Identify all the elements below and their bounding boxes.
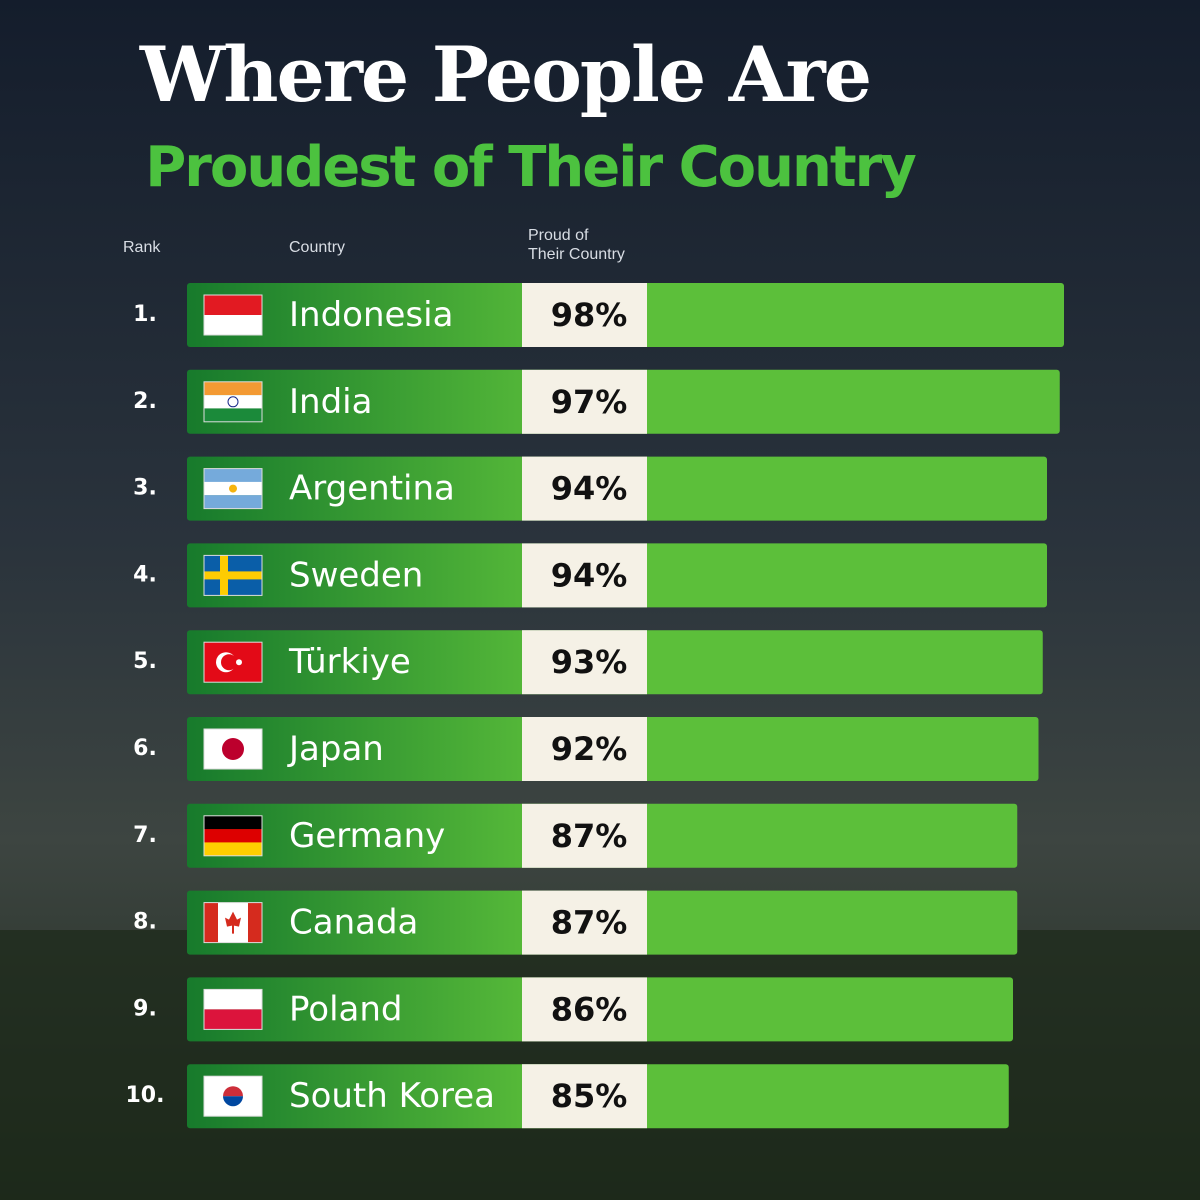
value-box [522,369,647,434]
country-label: South Korea [289,1076,495,1116]
flag-border [203,381,263,423]
flag [248,902,262,943]
value-label: 98% [551,296,628,334]
flag [204,468,262,482]
flag [204,408,262,422]
country-label: Indonesia [289,295,453,335]
rank-label: 9. [133,996,157,1021]
flag [221,654,237,671]
flag-border [203,641,263,683]
flag-border [203,1075,263,1117]
value-label: 87% [551,817,628,855]
rank-label: 2. [133,389,157,414]
chart-subtitle: Proudest of Their Country [145,135,917,200]
flag [204,842,262,856]
value-box [522,890,647,955]
rank-label: 6. [133,736,157,761]
value-label: 93% [551,643,628,681]
flag [204,315,262,335]
country-label: Germany [289,816,445,856]
value-box [522,283,647,347]
value-box [522,977,647,1042]
country-label: Türkiye [288,642,411,682]
value-box [522,630,647,695]
flag [204,902,218,943]
value-label: 94% [551,470,628,508]
flag [204,902,262,943]
rank-label: 4. [133,562,157,587]
value-label: 85% [551,1077,628,1115]
value-label: 92% [551,730,628,768]
value-label: 97% [551,383,628,421]
value-label: 94% [551,556,628,594]
value-label: 86% [551,990,628,1028]
flag [204,642,262,683]
rank-label: 3. [133,476,157,501]
chart-title: Where People Are [139,30,872,119]
flag [220,555,228,596]
flag-border [203,988,263,1030]
flag-border [203,815,263,857]
flag [222,738,244,760]
flag [204,395,262,409]
flag-border [203,554,263,596]
country-label: Poland [289,989,403,1029]
flag [223,1096,243,1107]
country-label: Japan [287,729,384,769]
flag [204,1009,262,1030]
column-header: Country [289,239,346,256]
flag [204,495,262,509]
rank-label: 7. [133,823,157,848]
flag [236,659,242,666]
column-header: Proud of Their Country [528,227,625,263]
flag [204,815,262,830]
rank-label: 8. [133,910,157,935]
flag [229,484,237,493]
flag [204,729,262,769]
rank-label: 1. [133,302,157,327]
flag-border [203,468,263,510]
value-label: 87% [551,904,628,942]
flag [204,1076,262,1117]
column-header: Rank [123,239,161,256]
value-box [522,1064,647,1129]
flag [204,295,262,315]
flag [204,989,262,1010]
flag [223,1086,243,1097]
flag [204,381,262,396]
value-box [522,803,647,868]
flag-border [203,902,263,944]
flag [204,468,262,509]
value-box [522,543,647,608]
rank-label: 5. [133,649,157,674]
flag [227,396,239,408]
flag [204,989,262,1030]
flag [225,911,241,934]
flag-border [203,294,263,336]
country-label: Sweden [289,555,423,595]
flag [204,295,262,335]
flag [204,555,262,596]
rank-label: 10. [126,1083,165,1108]
country-label: India [289,382,372,422]
flag-border [203,728,263,770]
country-label: Canada [289,903,418,943]
flag [204,571,262,580]
value-box [522,717,647,781]
flag [204,815,262,856]
flag [204,829,262,843]
country-label: Argentina [289,469,455,509]
value-box [522,456,647,521]
flag [204,381,262,422]
